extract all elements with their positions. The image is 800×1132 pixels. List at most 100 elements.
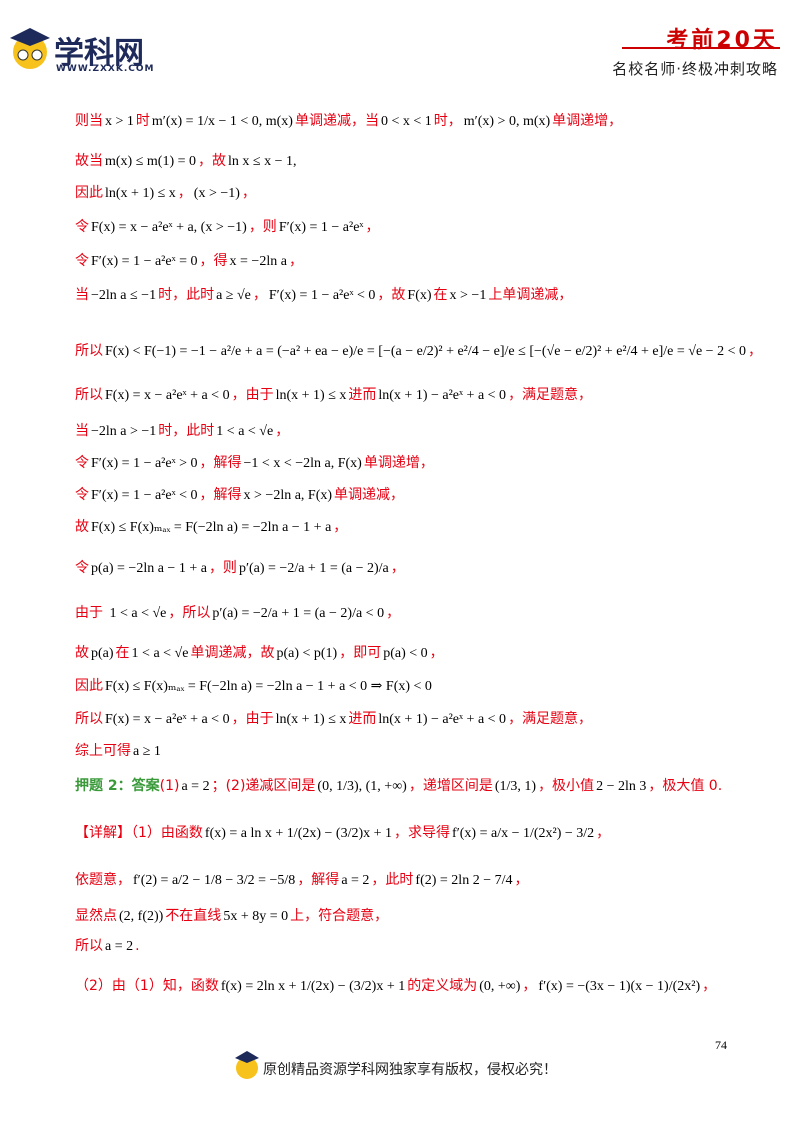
text-run: 令 [75,253,89,269]
math-run: m′(x) > 0, m(x) [463,114,551,129]
text-run: （2）由（1）知，函数 [75,978,219,994]
text-run: 单调递增， [552,113,623,129]
text-run: ， [288,253,303,269]
math-run: F(x) ≤ F(x)ₘₐₓ = F(−2ln a) = −2ln a − 1 … [105,679,432,694]
text-line: 令 F′(x) = 1 − a²eˣ < 0 ，解得 x > −2ln a, F(x)… [75,484,404,504]
text-line: 显然点 (2, f(2)) 不在直线 5x + 8y = 0 上，符合题意， [75,905,388,925]
text-run: ， [390,560,405,576]
math-run: a = 2 [181,779,210,794]
math-run: p′(a) = −2/a + 1 = (a − 2)/a < 0 [212,606,385,621]
text-line: 综上可得 a ≥ 1 [75,740,163,760]
math-run: (1/3, 1) [494,779,537,794]
math-run: f′(2) = a/2 − 1/8 − 3/2 = −5/8 [133,873,296,888]
text-run: ， [596,825,611,841]
text-run: 令 [75,487,89,503]
text-line: （2）由（1）知，函数 f(x) = 2ln x + 1/(2x) − (3/2)… [75,975,716,995]
text-run: ， [252,287,267,303]
math-run: p(a) < 0 [383,646,428,661]
math-run: (0, +∞) [479,979,521,994]
text-run: 当 [75,287,89,303]
text-run: 因此 [75,185,103,201]
text-run: 时，此时 [158,423,215,439]
text-run: ， [514,872,529,888]
math-run: ln(x + 1) ≤ x [275,712,347,727]
text-run: ，故 [198,153,227,169]
math-run: a ≥ √e [216,288,251,303]
math-run: x > −1 [449,288,487,303]
text-line: 令 F′(x) = 1 − a²eˣ = 0 ，得 x = −2ln a， [75,250,303,270]
text-run: 上单调递减， [488,287,573,303]
text-run: ，由于 [231,387,274,403]
logo-icon [10,28,50,69]
math-run: 2 − 2ln 3 [596,779,647,794]
math-run: f(2) = 2ln 2 − 7/4 [415,873,513,888]
text-run: 显然点 [75,908,117,924]
text-run: 进而 [348,711,377,727]
text-run: ，由于 [231,711,274,727]
math-run: −2ln a ≤ −1 [91,288,157,303]
math-run: a = 2 [341,873,370,888]
math-run: ln(x + 1) ≤ x [275,388,347,403]
text-run: 时 [135,113,150,129]
text-run: 进而 [348,387,377,403]
math-run: 0 < x < 1 [380,114,432,129]
text-run: ，得 [199,253,228,269]
math-run: a ≥ 1 [133,744,161,759]
math-run: −2ln a > −1 [91,424,157,439]
math-run: F(x) ≤ F(x)ₘₐₓ = F(−2ln a) = −2ln a − 1 … [91,520,332,535]
math-run: ln(x + 1) − a²eˣ + a < 0 [378,712,507,727]
math-run: p(a) [91,646,114,661]
math-run: F(x) [407,288,432,303]
text-run: 的定义域为 [407,978,478,994]
math-run: ln(x + 1) − a²eˣ + a < 0 [378,388,507,403]
text-run: ， [702,978,717,994]
text-run: ， [386,605,401,621]
text-run: 因此 [75,678,103,694]
math-run: x = −2ln a [229,254,287,269]
math-run: p(a) < p(1) [276,646,338,661]
text-line: 所以 F(x) < F(−1) = −1 − a²/e + a = (−a² + … [75,340,762,360]
text-line: 所以 F(x) = x − a²eˣ + a < 0 ，由于 ln(x + 1) ≤ … [75,708,592,728]
math-run: −1 < x < −2ln a, F(x) [243,456,362,471]
math-run: f′(x) = a/x − 1/(2x²) − 3/2 [452,826,595,841]
math-run: F′(x) = 1 − a²eˣ < 0 [91,488,198,503]
text-run: 所以 [75,343,103,359]
math-run: m′(x) = 1/x − 1 < 0, m(x) [151,114,293,129]
math-run: F(x) < F(−1) = −1 − a²/e + a = (−a² + ea… [105,344,746,359]
math-run: ln x ≤ x − 1, [228,154,297,169]
text-run: ，解得 [199,455,242,471]
text-line: 当 −2ln a ≤ −1 时，此时 a ≥ √e， F′(x) = 1 − a²eˣ … [75,284,572,304]
text-run: 【详解】（1）由函数 [75,825,203,841]
text-line: 【详解】（1）由函数 f(x) = a ln x + 1/(2x) − (3/2)… [75,822,610,842]
math-run: x > 1 [105,114,134,129]
math-run: 1 < a < √e [109,606,167,621]
text-line: 由于 1 < a < √e ，所以 p′(a) = −2/a + 1 = (a − … [75,602,400,622]
header-subtitle: 名校名师·终极冲刺攻略 [612,60,778,78]
text-run: 单调递增， [363,455,434,471]
text-line: 令 F(x) = x − a²eˣ + a, (x > −1) ，则 F′(x) = … [75,216,379,236]
math-run: (0, 1/3), (1, +∞) [317,779,407,794]
math-run: a = 2 [105,939,134,954]
text-line: 当 −2ln a > −1 时，此时 1 < a < √e， [75,420,289,440]
text-run: 故 [75,519,89,535]
text-run: ，满足题意， [508,711,593,727]
text-run: 当 [75,423,89,439]
text-run: 依题意， [75,872,131,888]
text-run: 则当 [75,113,103,129]
text-run: 所以 [75,938,103,954]
math-run: 1 < a < √e [216,424,274,439]
text-run: 时，此时 [158,287,215,303]
text-run: ，解得 [199,487,242,503]
text-run: ，故 [377,287,406,303]
math-run: F′(x) = 1 − a²eˣ [278,220,364,235]
text-run: 令 [75,560,89,576]
text-line: 故 F(x) ≤ F(x)ₘₐₓ = F(−2ln a) = −2ln a − 1… [75,516,347,536]
text-run: ，解得 [297,872,340,888]
text-run: 令 [75,455,89,471]
math-run: p(a) = −2ln a − 1 + a [91,561,207,576]
logo-text: 学科网 [54,36,144,71]
text-line: 令 p(a) = −2ln a − 1 + a ，则 p′(a) = −2/a + 1… [75,557,405,577]
text-run: 由于 [75,605,108,621]
math-run: (x > −1) [193,186,240,201]
text-run: ， [177,185,192,201]
